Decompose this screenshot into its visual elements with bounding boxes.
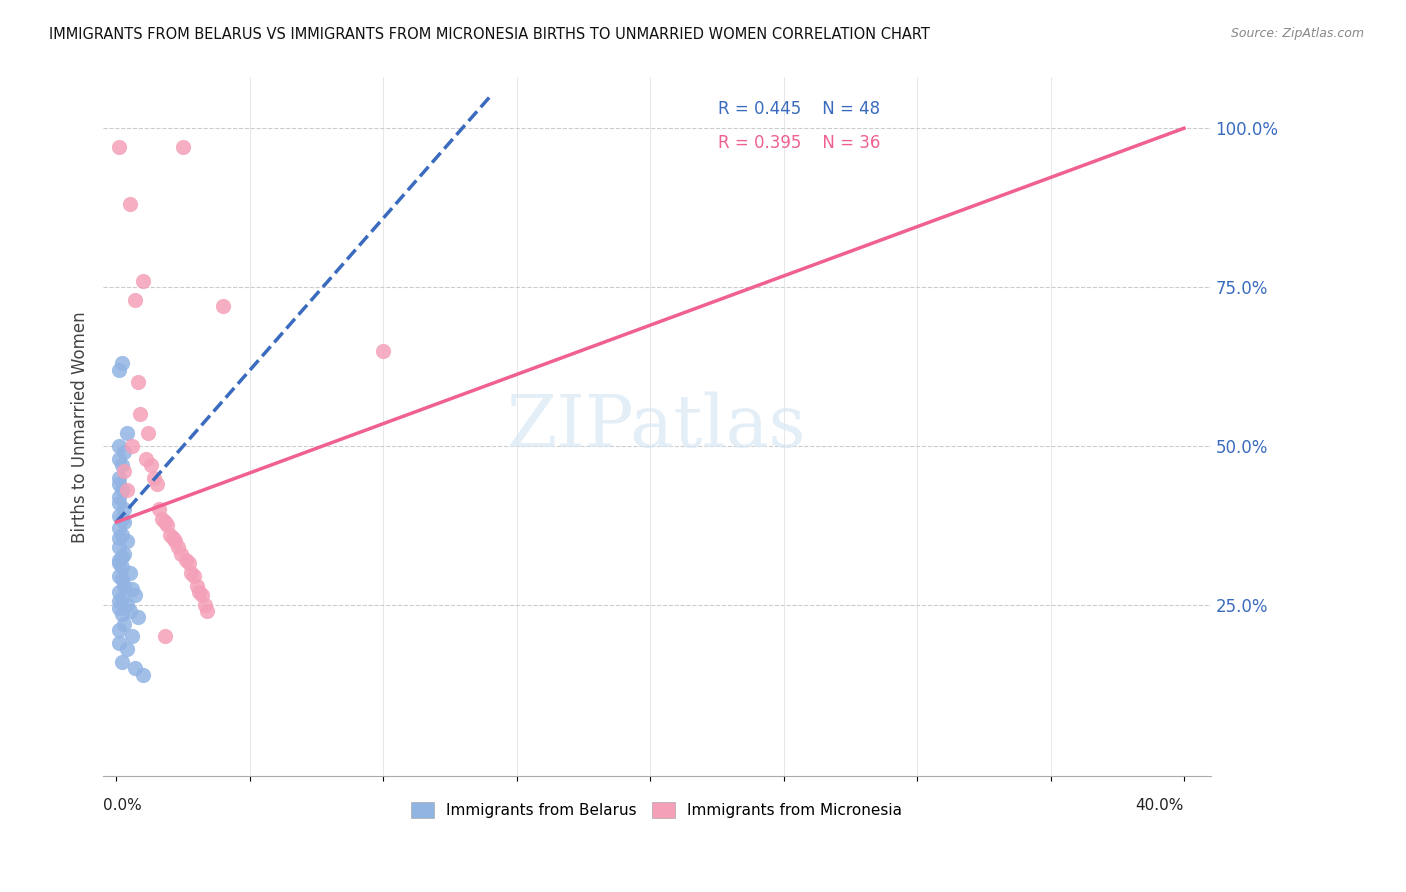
Text: IMMIGRANTS FROM BELARUS VS IMMIGRANTS FROM MICRONESIA BIRTHS TO UNMARRIED WOMEN : IMMIGRANTS FROM BELARUS VS IMMIGRANTS FR…	[49, 27, 931, 42]
Point	[118, 604, 141, 618]
Point	[115, 426, 138, 441]
Point	[183, 569, 205, 583]
Point	[148, 502, 170, 516]
Point	[135, 451, 157, 466]
Point	[124, 293, 146, 307]
Point	[373, 343, 395, 358]
Point	[111, 655, 134, 669]
Point	[108, 470, 131, 484]
Point	[108, 600, 131, 615]
Point	[114, 579, 136, 593]
Text: R = 0.445    N = 48: R = 0.445 N = 48	[718, 100, 880, 118]
Point	[108, 557, 131, 571]
Point	[162, 531, 184, 545]
Point	[114, 464, 136, 478]
Point	[141, 458, 163, 472]
Point	[108, 541, 131, 555]
Point	[127, 610, 149, 624]
Point	[156, 518, 179, 533]
Point	[129, 407, 152, 421]
Point	[108, 623, 131, 637]
Point	[111, 528, 134, 542]
Y-axis label: Births to Unmarried Women: Births to Unmarried Women	[72, 311, 89, 542]
Point	[111, 591, 134, 606]
Point	[153, 515, 176, 529]
Point	[108, 585, 131, 599]
Point	[108, 508, 131, 523]
Point	[108, 140, 131, 154]
Point	[153, 629, 176, 643]
Point	[111, 458, 134, 472]
Point	[150, 512, 173, 526]
Point	[166, 541, 188, 555]
Point	[132, 667, 155, 681]
Point	[159, 528, 181, 542]
Point	[108, 439, 131, 453]
Point	[191, 588, 214, 602]
Point	[108, 362, 131, 376]
Point	[111, 607, 134, 622]
Text: Source: ZipAtlas.com: Source: ZipAtlas.com	[1230, 27, 1364, 40]
Point	[121, 439, 143, 453]
Point	[114, 547, 136, 561]
Point	[174, 553, 197, 567]
Point	[108, 496, 131, 510]
Point	[108, 477, 131, 491]
Text: 40.0%: 40.0%	[1136, 798, 1184, 814]
Point	[169, 547, 191, 561]
Point	[145, 477, 167, 491]
Point	[115, 534, 138, 549]
Point	[127, 376, 149, 390]
Point	[165, 534, 187, 549]
Text: R = 0.395    N = 36: R = 0.395 N = 36	[718, 134, 880, 153]
Point	[186, 579, 208, 593]
Point	[115, 598, 138, 612]
Point	[124, 661, 146, 675]
Point	[193, 598, 215, 612]
Point	[142, 470, 165, 484]
Point	[108, 569, 131, 583]
Point	[114, 515, 136, 529]
Point	[180, 566, 202, 580]
Point	[132, 274, 155, 288]
Point	[111, 549, 134, 564]
Text: 0.0%: 0.0%	[103, 798, 142, 814]
Point	[108, 553, 131, 567]
Point	[108, 521, 131, 535]
Point	[195, 604, 218, 618]
Point	[121, 582, 143, 596]
Point	[172, 140, 194, 154]
Point	[111, 356, 134, 370]
Point	[124, 588, 146, 602]
Legend: Immigrants from Belarus, Immigrants from Micronesia: Immigrants from Belarus, Immigrants from…	[405, 797, 908, 824]
Point	[114, 616, 136, 631]
Point	[108, 451, 131, 466]
Point	[177, 557, 200, 571]
Text: ZIPatlas: ZIPatlas	[508, 392, 807, 462]
Point	[108, 490, 131, 504]
Point	[121, 629, 143, 643]
Point	[108, 531, 131, 545]
Point	[212, 299, 235, 313]
Point	[111, 572, 134, 586]
Point	[111, 483, 134, 498]
Point	[108, 636, 131, 650]
Point	[138, 426, 160, 441]
Point	[115, 642, 138, 657]
Point	[115, 483, 138, 498]
Point	[111, 512, 134, 526]
Point	[111, 559, 134, 574]
Point	[114, 502, 136, 516]
Point	[114, 445, 136, 459]
Point	[118, 197, 141, 211]
Point	[118, 566, 141, 580]
Point	[108, 594, 131, 608]
Point	[188, 585, 211, 599]
